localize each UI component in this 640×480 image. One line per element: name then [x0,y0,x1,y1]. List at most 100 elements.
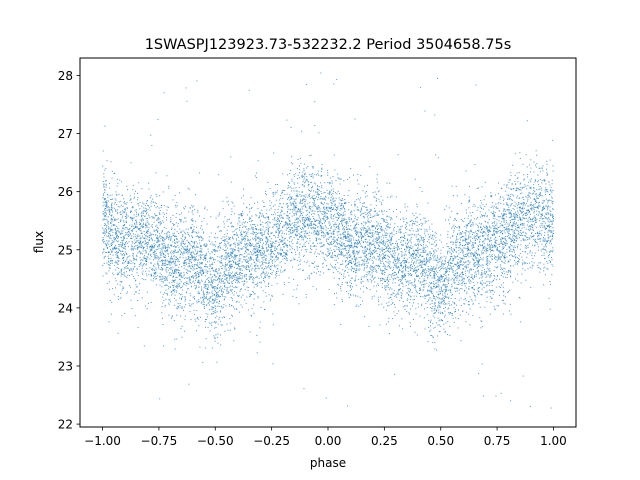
data-point [344,234,346,236]
data-point [423,279,425,281]
data-point [278,253,280,255]
data-point [392,256,394,258]
data-point [212,293,214,295]
data-point [219,310,221,312]
data-point [380,263,382,265]
data-point [308,234,310,236]
data-point [393,311,395,313]
data-point [173,252,175,254]
data-point [346,221,348,223]
data-point [385,250,387,252]
data-point [388,239,390,241]
data-point [409,280,411,282]
data-point [545,243,547,245]
data-point [180,232,182,234]
data-point [424,283,426,285]
data-point [473,232,475,234]
data-point [303,243,305,245]
data-point [167,253,169,255]
data-point [309,225,311,227]
data-point [331,195,333,197]
data-point [173,258,175,260]
data-point [229,258,231,260]
data-point [240,296,242,298]
data-point [180,327,182,329]
data-point [547,212,549,214]
data-point [203,245,205,247]
data-point [230,237,232,239]
data-point [449,259,451,261]
data-point [313,202,315,204]
data-point [228,204,230,206]
data-point [402,328,404,330]
data-point [512,231,514,233]
data-point [187,187,189,189]
data-point [533,235,535,237]
data-point [171,261,173,263]
data-point [469,252,471,254]
data-point [464,226,466,228]
data-point [199,272,201,274]
data-point [161,269,163,271]
data-point [267,216,269,218]
data-point [329,207,331,209]
data-point [262,247,264,249]
data-point [314,200,316,202]
data-point [171,236,173,238]
data-point [225,296,227,298]
data-point [181,297,183,299]
data-point [185,277,187,279]
data-point [542,226,544,228]
data-point [422,269,424,271]
data-point [265,259,267,261]
data-point [378,236,380,238]
data-point [343,255,345,257]
data-point [131,308,133,310]
data-point [105,184,107,186]
data-point [454,303,456,305]
data-point [403,235,405,237]
data-point [235,256,237,258]
data-point [161,246,163,248]
data-point [268,282,270,284]
data-point [326,203,328,205]
data-point [178,263,180,265]
data-point [263,206,265,208]
data-point [269,258,271,260]
data-point [164,255,166,257]
data-point [422,248,424,250]
data-point [322,252,324,254]
data-point [131,235,133,237]
data-point [229,274,231,276]
data-point [552,208,554,210]
data-point [260,232,262,234]
data-point [536,193,538,195]
data-point [396,244,398,246]
data-point [470,229,472,231]
data-point [107,200,109,202]
data-point [350,225,352,227]
data-point [521,187,523,189]
data-point [223,288,225,290]
data-point [253,247,255,249]
data-point [243,231,245,233]
data-point [325,265,327,267]
data-point [304,201,306,203]
data-point [115,232,117,234]
data-point [409,282,411,284]
data-point [419,259,421,261]
data-point [327,268,329,270]
data-point [117,273,119,275]
data-point [283,225,285,227]
data-point [271,261,273,263]
data-point [479,306,481,308]
data-point [423,238,425,240]
data-point [501,217,503,219]
data-point [476,261,478,263]
data-point [216,311,218,313]
data-point [427,233,429,235]
data-point [211,262,213,264]
data-point [286,252,288,254]
data-point [195,320,197,322]
data-point [519,297,521,299]
